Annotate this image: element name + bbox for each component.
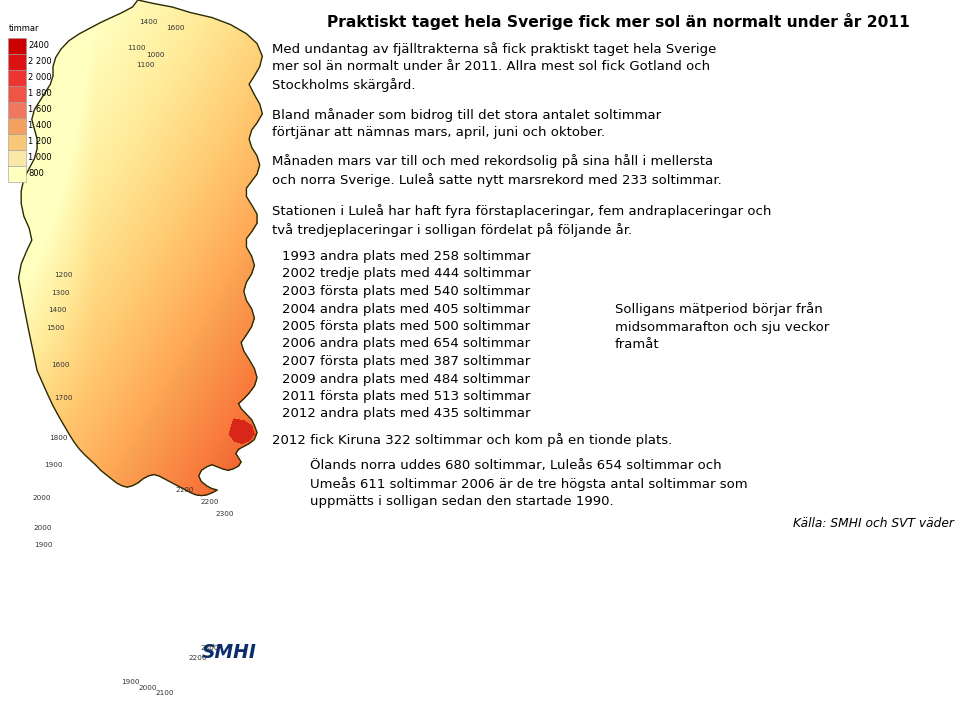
Text: 1600: 1600 [51, 362, 69, 368]
Text: 2400: 2400 [28, 41, 49, 51]
Text: 1900: 1900 [121, 679, 139, 685]
Text: 1200: 1200 [54, 272, 72, 278]
Text: 1600: 1600 [166, 25, 184, 31]
Bar [8, 166, 26, 182]
Text: Bland månader som bidrog till det stora antalet soltimmar
förtjänar att nämnas m: Bland månader som bidrog till det stora … [272, 108, 661, 139]
Text: Ölands norra uddes 680 soltimmar, Luleås 654 soltimmar och
Umeås 611 soltimmar 2: Ölands norra uddes 680 soltimmar, Luleås… [310, 459, 748, 508]
Text: 2200: 2200 [201, 499, 219, 505]
Text: 1993 andra plats med 258 soltimmar: 1993 andra plats med 258 soltimmar [282, 250, 530, 263]
Text: 1900: 1900 [34, 542, 52, 548]
Text: 1100: 1100 [135, 62, 155, 68]
Text: 1800: 1800 [49, 435, 67, 441]
Text: 2005 första plats med 500 soltimmar: 2005 första plats med 500 soltimmar [282, 320, 530, 333]
Text: Källa: SMHI och SVT väder: Källa: SMHI och SVT väder [793, 517, 954, 530]
Text: Med undantag av fjälltrakterna så fick praktiskt taget hela Sverige
mer sol än n: Med undantag av fjälltrakterna så fick p… [272, 42, 716, 92]
Text: 2000: 2000 [139, 685, 157, 691]
Text: 1100: 1100 [127, 45, 145, 51]
Bar [8, 86, 26, 102]
Text: 2100: 2100 [156, 690, 175, 696]
Text: 1 000: 1 000 [28, 154, 52, 162]
Text: 2002 tredje plats med 444 soltimmar: 2002 tredje plats med 444 soltimmar [282, 267, 531, 281]
Bar [8, 150, 26, 166]
Text: 2200: 2200 [189, 655, 207, 661]
Text: 1300: 1300 [51, 290, 69, 296]
Text: 1000: 1000 [146, 52, 164, 58]
Text: 2004 andra plats med 405 soltimmar: 2004 andra plats med 405 soltimmar [282, 303, 530, 315]
Text: 1 800: 1 800 [28, 89, 52, 98]
Text: 2100: 2100 [176, 487, 194, 493]
Bar [8, 38, 26, 54]
Text: Månaden mars var till och med rekordsolig på sina håll i mellersta
och norra Sve: Månaden mars var till och med rekordsoli… [272, 154, 722, 187]
Text: 1400: 1400 [139, 19, 157, 25]
Text: Praktiskt taget hela Sverige fick mer sol än normalt under år 2011: Praktiskt taget hela Sverige fick mer so… [326, 13, 909, 30]
Text: 2006 andra plats med 654 soltimmar: 2006 andra plats med 654 soltimmar [282, 338, 530, 350]
Text: 2 200: 2 200 [28, 58, 52, 67]
Text: 2009 andra plats med 484 soltimmar: 2009 andra plats med 484 soltimmar [282, 373, 530, 385]
Text: 1700: 1700 [54, 395, 72, 401]
Text: 2000: 2000 [33, 495, 51, 501]
Text: 1 400: 1 400 [28, 121, 52, 131]
Bar [8, 118, 26, 134]
Text: Stationen i Luleå har haft fyra förstaplaceringar, fem andraplaceringar och
två : Stationen i Luleå har haft fyra förstapl… [272, 204, 772, 237]
Bar [8, 134, 26, 150]
Text: 2007 första plats med 387 soltimmar: 2007 första plats med 387 soltimmar [282, 355, 530, 368]
Text: 2 000: 2 000 [28, 74, 52, 83]
Text: timmar: timmar [9, 24, 39, 33]
Bar [8, 54, 26, 70]
Text: 2300: 2300 [216, 511, 234, 517]
Text: 2003 första plats med 540 soltimmar: 2003 första plats med 540 soltimmar [282, 285, 530, 298]
Text: 2300: 2300 [201, 645, 219, 651]
Bar [8, 102, 26, 118]
Text: 1 600: 1 600 [28, 105, 52, 114]
Bar [8, 70, 26, 86]
Text: 800: 800 [28, 169, 44, 178]
Text: 1900: 1900 [44, 462, 62, 468]
Text: SMHI: SMHI [202, 643, 257, 662]
Text: 2012 fick Kiruna 322 soltimmar och kom på en tionde plats.: 2012 fick Kiruna 322 soltimmar och kom p… [272, 433, 672, 447]
Text: Solligans mätperiod börjar från
midsommarafton och sju veckor
framåt: Solligans mätperiod börjar från midsomma… [615, 303, 829, 351]
Text: 2000: 2000 [34, 525, 52, 531]
Text: 1400: 1400 [48, 307, 66, 313]
Text: 1 200: 1 200 [28, 138, 52, 147]
Text: 2012 andra plats med 435 soltimmar: 2012 andra plats med 435 soltimmar [282, 407, 531, 420]
Text: 1500: 1500 [46, 325, 64, 331]
Text: 2011 första plats med 513 soltimmar: 2011 första plats med 513 soltimmar [282, 390, 531, 403]
